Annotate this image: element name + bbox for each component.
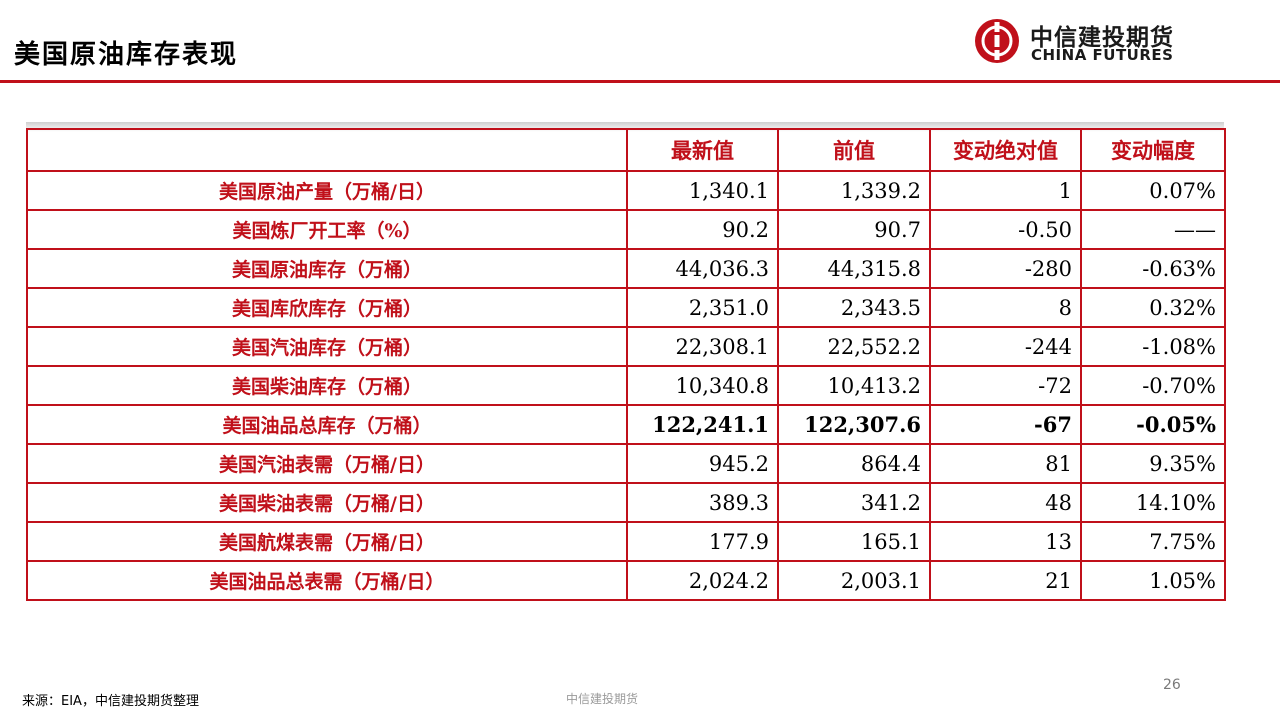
header-divider [0,80,1280,83]
table-row: 美国原油库存（万桶） 44,036.3 44,315.8 -280 -0.63% [26,248,1226,289]
row-label: 美国库欣库存（万桶） [26,287,628,328]
abs-change: -0.50 [929,209,1082,250]
previous-value: 10,413.2 [777,365,931,406]
abs-change: -72 [929,365,1082,406]
pct-change: -0.63% [1080,248,1226,289]
previous-value: 2,343.5 [777,287,931,328]
brand-logo: 中信建投期货 CHINA FUTURES [974,14,1274,70]
abs-change: 13 [929,521,1082,562]
pct-change: -0.05% [1080,404,1226,445]
header-previous: 前值 [777,128,931,172]
latest-value: 177.9 [626,521,779,562]
table-row: 美国柴油表需（万桶/日） 389.3 341.2 48 14.10% [26,482,1226,523]
footer-brand: 中信建投期货 [566,692,639,706]
abs-change: -244 [929,326,1082,367]
row-label: 美国油品总库存（万桶） [26,404,628,445]
previous-value: 90.7 [777,209,931,250]
abs-change: 8 [929,287,1082,328]
previous-value: 44,315.8 [777,248,931,289]
header-pct-change: 变动幅度 [1080,128,1226,172]
page-number: 26 [1163,677,1181,693]
pct-change: 9.35% [1080,443,1226,484]
inventory-table-container: 最新值 前值 变动绝对值 变动幅度 美国原油产量（万桶/日） 1,340.1 1,3… [26,122,1226,601]
latest-value: 945.2 [626,443,779,484]
previous-value: 864.4 [777,443,931,484]
row-label: 美国航煤表需（万桶/日） [26,521,628,562]
abs-change: -67 [929,404,1082,445]
table-row: 美国炼厂开工率（%） 90.2 90.7 -0.50 —— [26,209,1226,250]
table-row: 美国柴油库存（万桶） 10,340.8 10,413.2 -72 -0.70% [26,365,1226,406]
row-label: 美国油品总表需（万桶/日） [26,560,628,601]
pct-change: 7.75% [1080,521,1226,562]
previous-value: 165.1 [777,521,931,562]
table-row: 美国汽油库存（万桶） 22,308.1 22,552.2 -244 -1.08% [26,326,1226,367]
row-label: 美国柴油表需（万桶/日） [26,482,628,523]
header-abs-change: 变动绝对值 [929,128,1082,172]
latest-value: 122,241.1 [626,404,779,445]
latest-value: 10,340.8 [626,365,779,406]
latest-value: 1,340.1 [626,170,779,211]
table-row: 美国航煤表需（万桶/日） 177.9 165.1 13 7.75% [26,521,1226,562]
row-label: 美国原油库存（万桶） [26,248,628,289]
source-note: 来源：EIA，中信建投期货整理 [22,694,199,709]
latest-value: 2,024.2 [626,560,779,601]
abs-change: -280 [929,248,1082,289]
citic-logo-icon [975,19,1019,63]
page-title: 美国原油库存表现 [14,40,239,70]
previous-value: 2,003.1 [777,560,931,601]
latest-value: 44,036.3 [626,248,779,289]
table-top-shadow [26,122,1224,132]
row-label: 美国原油产量（万桶/日） [26,170,628,211]
previous-value: 122,307.6 [777,404,931,445]
table-row: 美国库欣库存（万桶） 2,351.0 2,343.5 8 0.32% [26,287,1226,328]
header-corner [26,128,628,172]
brand-name-cn: 中信建投期货 [1030,25,1174,51]
abs-change: 1 [929,170,1082,211]
pct-change: 1.05% [1080,560,1226,601]
latest-value: 389.3 [626,482,779,523]
table-row: 美国原油产量（万桶/日） 1,340.1 1,339.2 1 0.07% [26,170,1226,211]
pct-change: -1.08% [1080,326,1226,367]
pct-change: -0.70% [1080,365,1226,406]
previous-value: 341.2 [777,482,931,523]
abs-change: 81 [929,443,1082,484]
pct-change: 0.07% [1080,170,1226,211]
row-label: 美国汽油表需（万桶/日） [26,443,628,484]
abs-change: 48 [929,482,1082,523]
row-label: 美国汽油库存（万桶） [26,326,628,367]
table-row: 美国汽油表需（万桶/日） 945.2 864.4 81 9.35% [26,443,1226,484]
latest-value: 22,308.1 [626,326,779,367]
abs-change: 21 [929,560,1082,601]
pct-change: 14.10% [1080,482,1226,523]
table-row: 美国油品总库存（万桶） 122,241.1 122,307.6 -67 -0.05% [26,404,1226,445]
previous-value: 1,339.2 [777,170,931,211]
previous-value: 22,552.2 [777,326,931,367]
latest-value: 2,351.0 [626,287,779,328]
brand-name-en: CHINA FUTURES [1031,46,1174,64]
table-header-row: 最新值 前值 变动绝对值 变动幅度 [26,128,1226,172]
row-label: 美国炼厂开工率（%） [26,209,628,250]
inventory-table: 最新值 前值 变动绝对值 变动幅度 美国原油产量（万桶/日） 1,340.1 1,3… [26,128,1226,601]
table-row: 美国油品总表需（万桶/日） 2,024.2 2,003.1 21 1.05% [26,560,1226,601]
header-latest: 最新值 [626,128,779,172]
row-label: 美国柴油库存（万桶） [26,365,628,406]
pct-change: —— [1080,209,1226,250]
pct-change: 0.32% [1080,287,1226,328]
latest-value: 90.2 [626,209,779,250]
